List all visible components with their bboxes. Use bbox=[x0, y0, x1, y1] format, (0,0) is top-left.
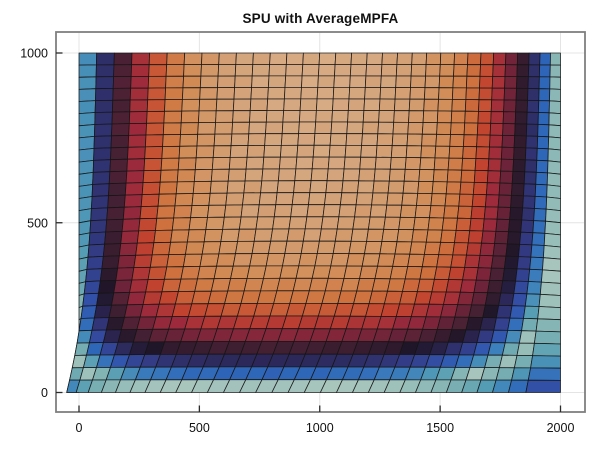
tick-marks bbox=[56, 52, 562, 412]
chart-title: SPU with AverageMPFA bbox=[242, 11, 399, 26]
tick-labels: 0 500 1000 1500 2000 0 500 1000 bbox=[20, 47, 574, 436]
x-tick-label: 500 bbox=[189, 421, 210, 435]
y-tick-label: 0 bbox=[41, 386, 48, 400]
x-tick-label: 1000 bbox=[306, 421, 334, 435]
axes-frame bbox=[55, 31, 586, 413]
x-tick-label: 0 bbox=[76, 421, 83, 435]
y-tick-label: 500 bbox=[27, 216, 48, 230]
y-tick-label: 1000 bbox=[20, 47, 48, 61]
x-tick-label: 1500 bbox=[426, 421, 454, 435]
x-tick-label: 2000 bbox=[547, 421, 575, 435]
mesh-cells bbox=[66, 52, 561, 393]
